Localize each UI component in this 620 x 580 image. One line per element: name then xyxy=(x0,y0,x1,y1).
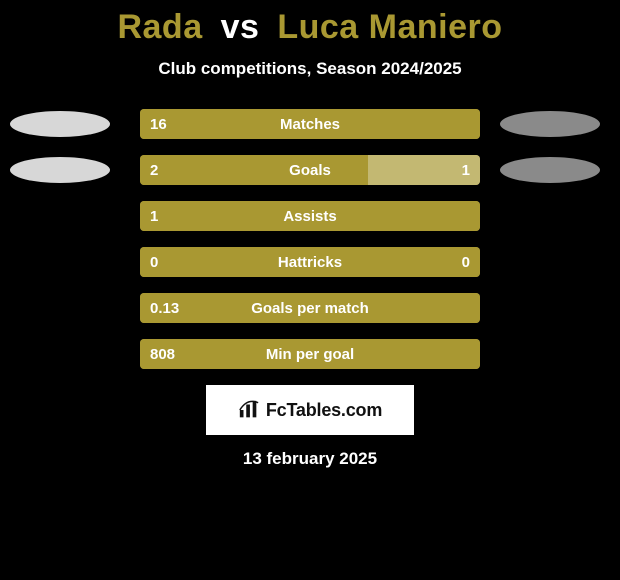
stat-bar: 0.13Goals per match xyxy=(140,293,480,323)
stat-bar-left-fill xyxy=(140,201,480,231)
stat-row: 21Goals xyxy=(0,155,620,185)
stat-left-value: 1 xyxy=(150,201,158,231)
stats-container: 16Matches21Goals1Assists00Hattricks0.13G… xyxy=(0,109,620,369)
player1-mark xyxy=(10,111,110,137)
stat-bar-left-fill xyxy=(140,109,480,139)
stat-right-value: 0 xyxy=(462,247,470,277)
player1-name: Rada xyxy=(117,8,202,46)
fctables-logo[interactable]: FcTables.com xyxy=(206,385,414,435)
season-subtitle: Club competitions, Season 2024/2025 xyxy=(0,59,620,79)
stat-left-value: 808 xyxy=(150,339,175,369)
stat-bar-left-fill xyxy=(140,155,368,185)
logo-text: FcTables.com xyxy=(266,400,382,421)
player2-mark xyxy=(500,111,600,137)
stat-right-value: 1 xyxy=(462,155,470,185)
bar-chart-icon xyxy=(238,399,260,421)
stat-row: 00Hattricks xyxy=(0,247,620,277)
stat-bar-left-fill xyxy=(140,339,480,369)
stat-left-value: 2 xyxy=(150,155,158,185)
stat-bar: 1Assists xyxy=(140,201,480,231)
player1-mark xyxy=(10,157,110,183)
stat-row: 1Assists xyxy=(0,201,620,231)
stat-bar: 16Matches xyxy=(140,109,480,139)
stat-row: 16Matches xyxy=(0,109,620,139)
stat-row: 808Min per goal xyxy=(0,339,620,369)
footer-date: 13 february 2025 xyxy=(0,449,620,469)
stat-left-value: 0 xyxy=(150,247,158,277)
stat-left-value: 0.13 xyxy=(150,293,179,323)
stat-bar-left-fill xyxy=(140,247,480,277)
player2-mark xyxy=(500,157,600,183)
stat-bar: 808Min per goal xyxy=(140,339,480,369)
stat-bar-left-fill xyxy=(140,293,480,323)
comparison-title: Rada vs Luca Maniero xyxy=(0,0,620,47)
player2-name: Luca Maniero xyxy=(277,8,502,46)
stat-bar: 00Hattricks xyxy=(140,247,480,277)
stat-left-value: 16 xyxy=(150,109,167,139)
stat-bar: 21Goals xyxy=(140,155,480,185)
stat-row: 0.13Goals per match xyxy=(0,293,620,323)
vs-label: vs xyxy=(221,8,260,46)
